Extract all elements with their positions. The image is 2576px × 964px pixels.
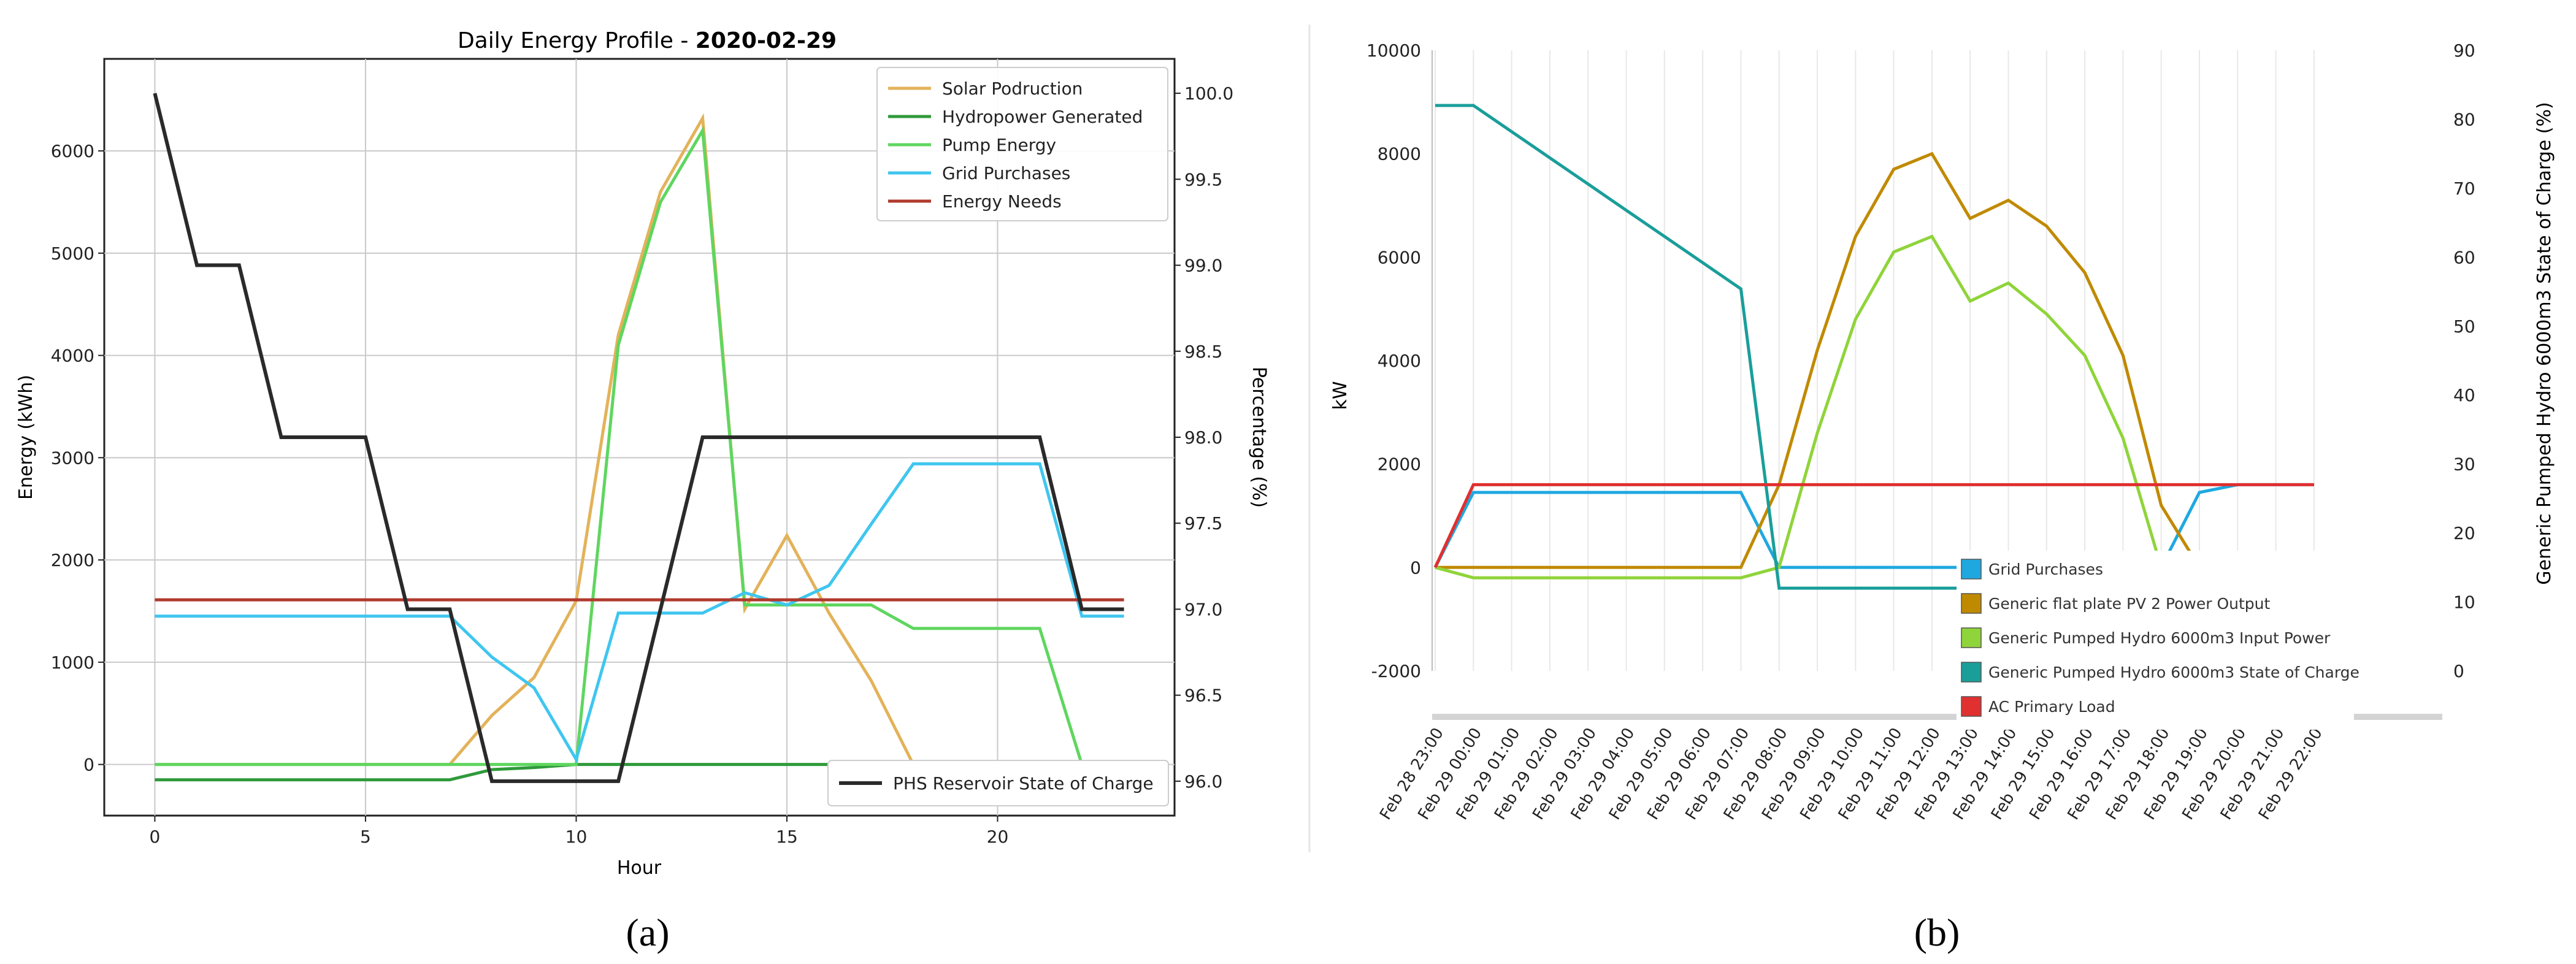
y-tick-label-6000: 6000 <box>51 141 94 161</box>
series-line-phs-reservoir-state-of-charge <box>153 93 1124 783</box>
legend-label-grid-purchases: Grid Purchases <box>942 163 1070 183</box>
series-line-pump-energy <box>155 125 1124 767</box>
y2-tick-label-97: 97.0 <box>1184 599 1222 619</box>
legend-label-phs-reservoir-state-of-charge: PHS Reservoir State of Charge <box>893 773 1154 794</box>
y2-tick-label-30: 30 <box>2453 454 2475 475</box>
legend-label-energy-needs: Energy Needs <box>942 191 1062 212</box>
legend-label-generic-pumped-hydro-6000m3-state-of-charge: Generic Pumped Hydro 6000m3 State of Cha… <box>1988 664 2359 681</box>
chart-b-lines <box>1433 104 2314 590</box>
y-tick-label-10000: 10000 <box>1367 40 1421 61</box>
chart-a-legend: Solar Podruction Hydropower Generated Pump… <box>876 67 1168 221</box>
legend-swatch-ac-primary-load <box>1961 696 1982 717</box>
y-tick-label-0: 0 <box>83 755 94 775</box>
legend-box <box>1957 551 2354 730</box>
y-tick-label--2000: -2000 <box>1371 661 1421 681</box>
y-tick-label-2000: 2000 <box>1378 454 1421 475</box>
series-line-grid-purchases <box>155 462 1124 763</box>
y-tick-label-2000: 2000 <box>51 550 94 570</box>
legend-label-grid-purchases: Grid Purchases <box>1988 560 2103 578</box>
legend-label-solar-podruction: Solar Podruction <box>942 78 1083 99</box>
y2-tick-label-10: 10 <box>2453 592 2475 613</box>
y2-tick-label-40: 40 <box>2453 385 2475 405</box>
legend-swatch-generic-flat-plate-pv-2-power-output <box>1961 593 1982 614</box>
y-tick-label-1000: 1000 <box>51 652 94 673</box>
series-line-generic-pumped-hydro-6000m3-state-of-charge <box>1435 104 2314 590</box>
chart-a-xlabel: Hour <box>617 857 662 879</box>
legend-label-hydropower-generated: Hydropower Generated <box>942 107 1143 127</box>
series-line-generic-flat-plate-pv-2-power-output <box>1435 151 2314 569</box>
y2-tick-label-97.5: 97.5 <box>1184 513 1222 534</box>
chart-a-y2label: Percentage (%) <box>1248 367 1270 508</box>
legend-swatch-generic-pumped-hydro-6000m3-input-power <box>1961 627 1982 648</box>
chart-a-title: Daily Energy Profile - 2020-02-29 <box>458 28 837 53</box>
y2-tick-label-96.5: 96.5 <box>1184 686 1222 706</box>
y2-tick-label-0: 0 <box>2453 661 2464 681</box>
y-tick-label-5000: 5000 <box>51 243 94 264</box>
x-tick-label-0: 0 <box>150 827 161 847</box>
legend-soc-box <box>827 760 1169 806</box>
panel-label-a: (a) <box>626 911 669 954</box>
chart-b-ylabel: kW <box>1330 381 1351 410</box>
y-tick-label-3000: 3000 <box>51 448 94 468</box>
legend-label-generic-pumped-hydro-6000m3-input-power: Generic Pumped Hydro 6000m3 Input Power <box>1988 629 2331 647</box>
panel-label-b: (b) <box>1914 911 1960 954</box>
y2-tick-label-90: 90 <box>2453 40 2475 61</box>
x-tick-label-10: 10 <box>565 827 588 847</box>
y2-tick-label-98: 98.0 <box>1184 427 1222 448</box>
y2-tick-label-60: 60 <box>2453 247 2475 267</box>
y2-tick-label-96: 96.0 <box>1184 771 1222 792</box>
chart-a-title-prefix: Daily Energy Profile - <box>458 28 696 53</box>
x-tick-label-5: 5 <box>360 827 371 847</box>
chart-b-y2label: Generic Pumped Hydro 6000m3 State of Cha… <box>2534 102 2555 584</box>
y-tick-label-4000: 4000 <box>1378 351 1421 371</box>
legend-box <box>876 67 1168 221</box>
chart-a-title-date: 2020-02-29 <box>696 28 837 53</box>
y2-tick-label-99.5: 99.5 <box>1184 169 1222 189</box>
y2-tick-label-100: 100.0 <box>1184 83 1233 104</box>
legend-label-ac-primary-load: AC Primary Load <box>1988 698 2115 716</box>
y2-tick-label-50: 50 <box>2453 316 2475 337</box>
y2-tick-label-70: 70 <box>2453 178 2475 199</box>
y-tick-label-0: 0 <box>1410 557 1421 578</box>
chart-b-legend: Grid Purchases Generic flat plate PV 2 Po… <box>1957 551 2359 730</box>
series-line-ac-primary-load <box>1433 483 2314 568</box>
y-tick-label-8000: 8000 <box>1378 144 1421 164</box>
y-tick-label-4000: 4000 <box>51 346 94 366</box>
x-tick-label-15: 15 <box>776 827 798 847</box>
x-tick-label-20: 20 <box>987 827 1009 847</box>
legend-swatch-generic-pumped-hydro-6000m3-state-of-charge <box>1961 662 1982 683</box>
y2-tick-label-80: 80 <box>2453 109 2475 129</box>
x-axis-band <box>1432 714 2442 720</box>
y2-tick-label-99: 99.0 <box>1184 256 1222 276</box>
chart-a-legend-soc: PHS Reservoir State of Charge <box>827 760 1169 806</box>
y2-tick-label-20: 20 <box>2453 523 2475 543</box>
chart-a: Daily Energy Profile - 2020-02-29 0 5 10 15… <box>15 28 1270 954</box>
y2-tick-label-98.5: 98.5 <box>1184 342 1222 362</box>
legend-label-generic-flat-plate-pv-2-power-output: Generic flat plate PV 2 Power Output <box>1988 595 2271 613</box>
legend-swatch-grid-purchases <box>1961 559 1982 580</box>
chart-a-ylabel: Energy (kWh) <box>15 375 37 500</box>
y-tick-label-6000: 6000 <box>1378 247 1421 267</box>
chart-b: -2000 0 2000 4000 6000 8000 10000 0 10 20 30 40 50 60… <box>1308 25 2555 954</box>
legend-label-pump-energy: Pump Energy <box>942 135 1056 155</box>
chart-a-ticks: 0 5 10 15 20 0 1000 2000 3000 4000 5000 6000 96.0 96.… <box>51 83 1233 847</box>
